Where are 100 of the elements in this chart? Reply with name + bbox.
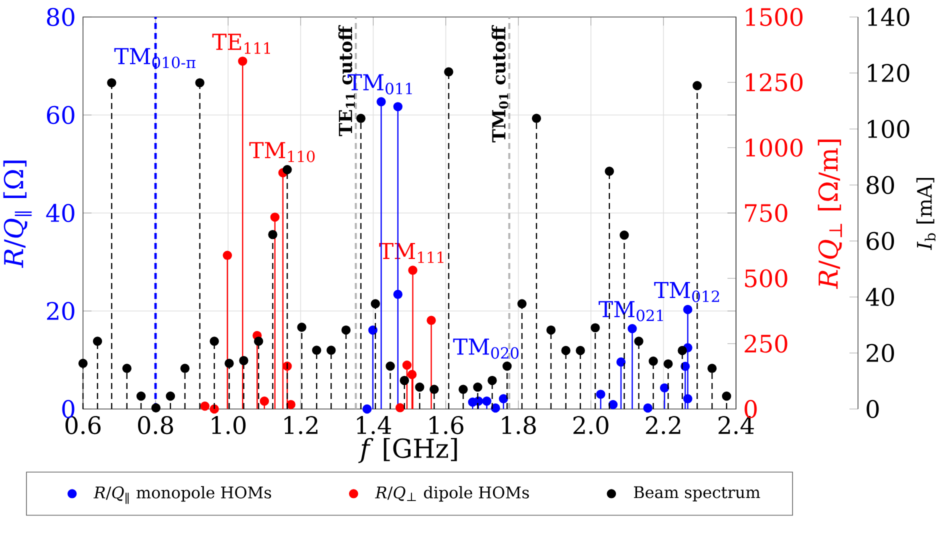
point	[660, 383, 670, 393]
point	[678, 346, 687, 356]
point	[664, 359, 673, 369]
point	[590, 323, 600, 332]
point	[490, 403, 500, 413]
x-tick-label: 1.0	[212, 416, 246, 434]
annotation: TE$_{111}$	[212, 34, 270, 54]
y3-tick-label: 140	[868, 8, 910, 26]
point	[707, 364, 717, 374]
point	[532, 114, 542, 123]
point	[482, 396, 492, 406]
point	[107, 78, 116, 88]
point	[407, 370, 417, 380]
x-tick-label: 2.2	[646, 416, 680, 434]
y3-tick-label: 80	[866, 176, 894, 194]
point	[195, 78, 204, 88]
y-tick-label: 20	[47, 302, 74, 320]
point	[224, 358, 234, 368]
point	[122, 364, 132, 374]
point	[386, 362, 395, 371]
point	[426, 316, 436, 326]
y3-tick-label: 120	[868, 64, 910, 82]
point	[400, 376, 410, 386]
y2-tick-label: 500	[745, 269, 788, 288]
point	[282, 165, 292, 174]
x-tick-label: 2.4	[718, 416, 754, 434]
point	[498, 394, 508, 404]
point	[78, 358, 88, 368]
x-axis-title: f [GHz]	[358, 438, 457, 464]
point	[254, 336, 264, 346]
point	[312, 346, 322, 355]
point	[576, 346, 585, 356]
point	[393, 102, 402, 112]
point	[402, 360, 412, 370]
legend-label: R/Q$_{∥}$ monopole HOMs	[94, 486, 272, 504]
x-tick-label: 1.2	[284, 416, 318, 434]
annotation: TM$_{020}$	[453, 338, 519, 359]
y3-tick-label: 40	[866, 288, 894, 306]
point	[634, 336, 644, 346]
point	[616, 357, 626, 367]
point	[620, 230, 629, 240]
point	[628, 324, 637, 334]
annotation: TM$_{110}$	[249, 142, 315, 162]
point	[362, 404, 372, 414]
y-tick-label: 60	[46, 106, 74, 124]
point	[722, 392, 732, 401]
point	[444, 67, 454, 76]
point	[286, 400, 296, 410]
y3-tick-label: 60	[866, 232, 894, 250]
y2-axis-title: R/Q$_{⊥}$ [Ω/m]	[818, 140, 842, 290]
x-tick-label: 1.8	[502, 416, 536, 434]
point	[517, 299, 527, 308]
x-tick-label: 0.8	[138, 416, 174, 434]
point	[222, 250, 232, 260]
point	[458, 384, 468, 394]
point	[561, 346, 570, 356]
ref-line-label: TM$_{01}$ cutoff	[492, 25, 508, 142]
point	[151, 403, 161, 412]
point	[136, 392, 146, 401]
point	[643, 403, 652, 413]
point	[238, 56, 248, 66]
point	[408, 266, 418, 275]
y3-tick-label: 0	[866, 400, 879, 418]
point	[648, 356, 658, 366]
point	[376, 97, 386, 106]
point	[596, 390, 606, 399]
point	[166, 392, 176, 401]
point	[326, 346, 336, 355]
point	[683, 394, 692, 404]
point	[502, 362, 512, 371]
point	[180, 364, 190, 374]
point	[415, 382, 424, 392]
y3-tick-label: 20	[866, 344, 894, 362]
point	[341, 325, 351, 335]
x-tick-label: 1.4	[357, 416, 392, 434]
point	[473, 382, 482, 392]
x-tick-label: 0.6	[65, 416, 101, 434]
ref-line-label: TM$_{010-π}$	[114, 48, 196, 68]
point	[683, 304, 692, 314]
y2-tick-label: 750	[745, 204, 788, 222]
y2-tick-label: 0	[744, 400, 757, 418]
point	[546, 325, 556, 335]
annotation: TM$_{021}$	[598, 301, 663, 322]
point	[393, 290, 402, 299]
point	[692, 81, 702, 90]
y-axis-title: R/Q$_{∥}$ [Ω]	[3, 160, 32, 268]
point	[430, 384, 439, 394]
y-tick-label: 0	[62, 400, 74, 418]
point	[260, 396, 269, 406]
point	[608, 400, 618, 410]
y-tick-label: 80	[46, 8, 74, 26]
x-tick-label: 2.0	[573, 416, 608, 434]
y2-tick-label: 250	[744, 334, 788, 353]
point	[297, 322, 306, 332]
y-tick-label: 40	[46, 204, 74, 222]
x-tick-label: 1.6	[430, 416, 464, 434]
point	[210, 404, 219, 414]
point	[239, 356, 248, 366]
y2-tick-label: 1000	[746, 138, 803, 157]
point	[368, 326, 378, 335]
